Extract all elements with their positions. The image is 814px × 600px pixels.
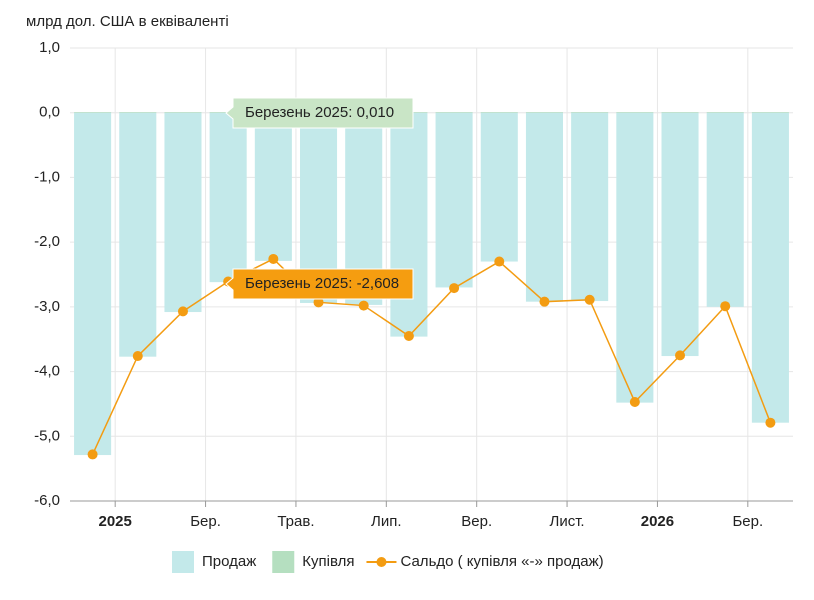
x-tick-label: Трав.: [277, 513, 314, 530]
bar: [119, 112, 157, 113]
tooltip: Березень 2025: -2,608: [225, 268, 414, 300]
bar: [390, 112, 428, 337]
saldo-point: [449, 283, 460, 294]
y-tick-label: -2,0: [34, 233, 60, 250]
tooltip-box: [225, 268, 414, 300]
bar: [661, 112, 699, 113]
y-tick-label: -4,0: [34, 363, 60, 380]
saldo-point: [132, 351, 143, 362]
saldo-point: [177, 306, 188, 317]
y-tick-label: -1,0: [34, 168, 60, 185]
tooltip-text: Березень 2025: -2,608: [245, 275, 399, 292]
legend-label: Продаж: [202, 553, 256, 570]
bar: [74, 112, 112, 456]
saldo-point: [720, 301, 731, 312]
bar: [571, 112, 609, 113]
bar: [480, 112, 518, 262]
saldo-point: [675, 350, 686, 361]
saldo-point: [87, 449, 98, 460]
saldo-point: [539, 296, 550, 307]
legend-label: Купівля: [302, 553, 354, 570]
saldo-point: [584, 294, 595, 305]
saldo-point: [313, 297, 324, 308]
saldo-point: [358, 300, 369, 311]
legend-swatch: [172, 551, 194, 573]
bar: [435, 112, 473, 113]
y-tick-label: -5,0: [34, 427, 60, 444]
saldo-point: [403, 330, 414, 341]
bar: [74, 112, 112, 113]
bar: [706, 112, 744, 113]
bar: [209, 112, 247, 283]
bar: [254, 112, 292, 261]
tooltip: Березень 2025: 0,010: [225, 97, 414, 129]
saldo-line: [91, 258, 772, 455]
x-tick-label: Лист.: [550, 513, 585, 530]
bar: [164, 112, 202, 313]
bar: [751, 112, 789, 113]
saldo-point: [494, 256, 505, 267]
saldo-point: [765, 417, 776, 428]
bar: [435, 112, 473, 288]
bar: [525, 112, 563, 302]
y-tick-label: 1,0: [39, 39, 60, 56]
bar: [571, 112, 609, 302]
tooltip-box: [225, 97, 414, 129]
legend-swatch: [272, 551, 295, 573]
x-tick-label: Лип.: [371, 513, 402, 530]
bar: [706, 112, 744, 307]
bar: [525, 112, 563, 113]
y-tick-label: -3,0: [34, 298, 60, 315]
legend-label: Сальдо ( купівля «-» продаж): [400, 553, 603, 570]
bar: [616, 112, 654, 403]
legend-dot: [376, 557, 387, 567]
saldo-point: [268, 253, 279, 264]
bar: [119, 112, 157, 357]
x-tick-label: 2026: [641, 513, 674, 530]
x-tick-label: Вер.: [461, 513, 492, 530]
x-tick-label: Бер.: [732, 513, 763, 530]
x-tick-label: Бер.: [190, 513, 221, 530]
y-tick-label: -6,0: [34, 492, 60, 509]
bar: [751, 112, 789, 423]
bar: [480, 112, 518, 113]
saldo-point: [629, 396, 640, 407]
y-axis-label: млрд дол. США в еквіваленті: [26, 13, 229, 30]
bar: [616, 112, 654, 113]
bar: [164, 112, 202, 113]
tooltip-text: Березень 2025: 0,010: [245, 104, 394, 121]
x-tick-label: 2025: [99, 513, 132, 530]
bar: [661, 112, 699, 357]
y-tick-label: 0,0: [39, 104, 60, 121]
